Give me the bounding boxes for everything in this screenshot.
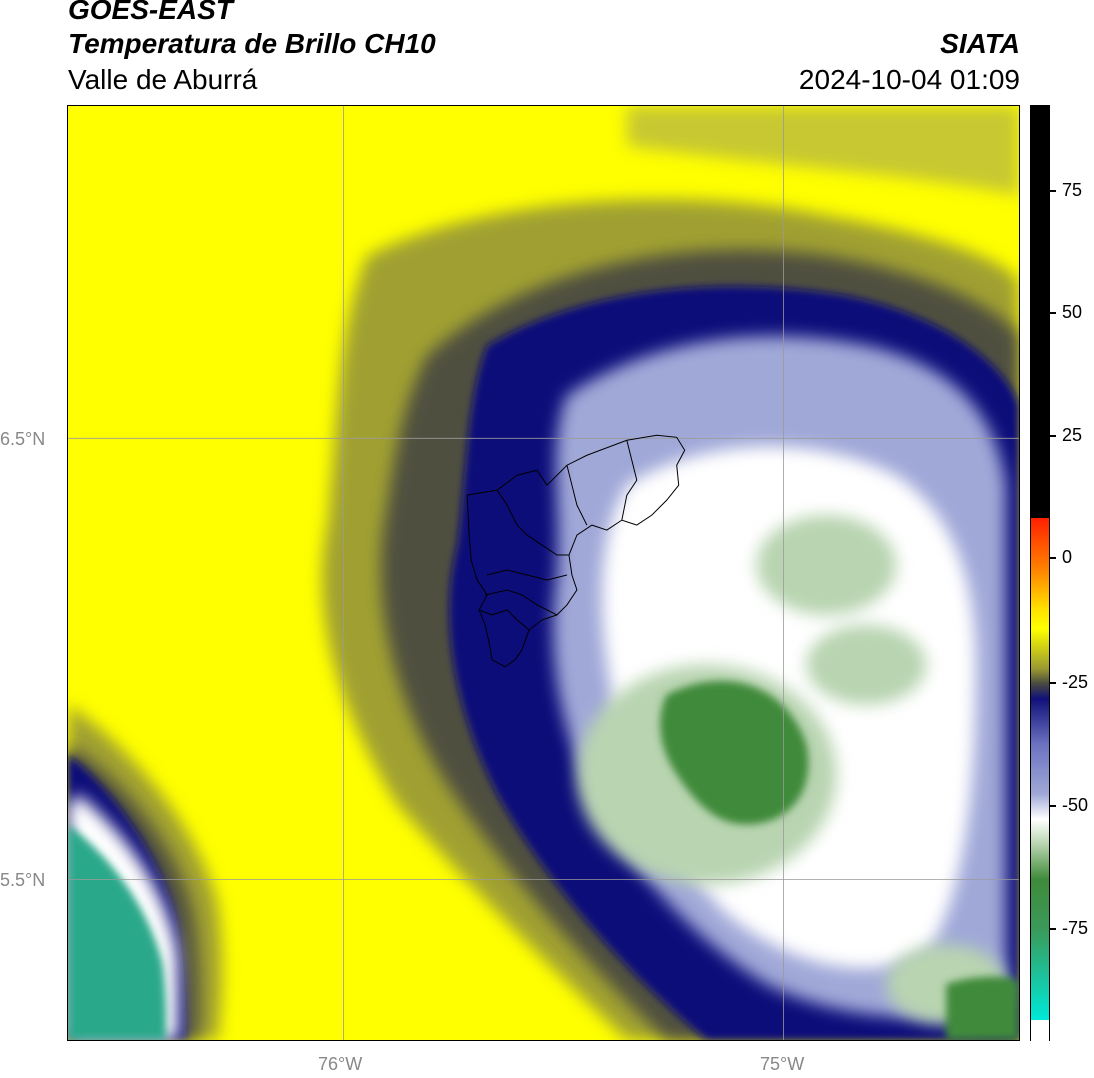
colorbar-label: 75 [1062, 180, 1083, 200]
colorbar-label: -50 [1062, 795, 1089, 815]
satellite-map[interactable] [67, 105, 1020, 1041]
valle-de-aburra-boundaries [466, 434, 686, 668]
coldest-core-green [660, 680, 1019, 1040]
colorbar [1030, 105, 1050, 1042]
lon-label-76w: 76°W [318, 1054, 363, 1074]
lon-label-75w: 75°W [760, 1054, 805, 1074]
region-subtitle: Valle de Aburrá [68, 64, 258, 95]
organization-label: SIATA [940, 28, 1020, 59]
colorbar-tick [1050, 682, 1056, 684]
colorbar-tick [1050, 312, 1056, 314]
colorbar-segment-black [1031, 106, 1049, 518]
colorbar-tick [1050, 557, 1056, 559]
product-title: Temperatura de Brillo CH10 [68, 28, 436, 59]
colorbar-tick [1050, 435, 1056, 437]
lat-label-5-5: 5.5°N [0, 870, 46, 890]
lat-label-6-5: 6.5°N [0, 429, 46, 449]
colorbar-tick [1050, 190, 1056, 192]
colorbar-label: 25 [1062, 425, 1083, 445]
brightness-temperature-field [68, 106, 1019, 1040]
teal-area [68, 824, 167, 1040]
graticule [68, 106, 1019, 1040]
colorbar-gradient [1031, 518, 1049, 1020]
colorbar-label: 0 [1062, 547, 1073, 567]
colorbar-tick [1050, 928, 1056, 930]
data-source-title: GOES-EAST [68, 0, 233, 25]
colorbar-tick [1050, 805, 1056, 807]
colorbar-segment-white [1031, 1020, 1049, 1042]
colorbar-label: -25 [1062, 672, 1089, 692]
colorbar-label: -75 [1062, 918, 1089, 938]
colorbar-label: 50 [1062, 302, 1083, 322]
timestamp-label: 2024-10-04 01:09 [798, 64, 1020, 95]
